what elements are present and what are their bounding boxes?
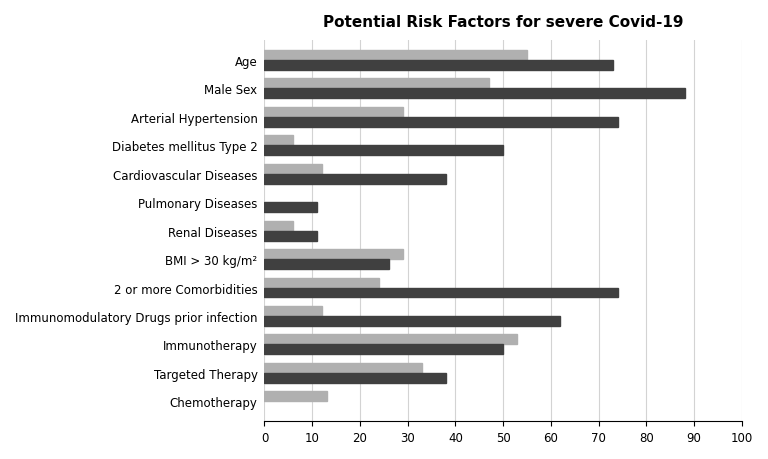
Title: Potential Risk Factors for severe Covid-19: Potential Risk Factors for severe Covid-… — [323, 15, 684, 30]
Bar — [264, 392, 326, 402]
Bar — [264, 306, 322, 316]
Bar — [264, 61, 613, 71]
Bar — [264, 250, 403, 259]
Bar — [264, 118, 617, 128]
Bar — [264, 221, 293, 231]
Bar — [264, 373, 446, 383]
Bar — [264, 203, 317, 213]
Bar — [264, 174, 446, 184]
Bar — [264, 136, 293, 146]
Bar — [264, 316, 561, 326]
Bar — [264, 107, 403, 118]
Bar — [264, 345, 503, 355]
Bar — [264, 363, 422, 373]
Bar — [264, 259, 389, 269]
Bar — [264, 335, 518, 345]
Bar — [264, 146, 503, 156]
Bar — [264, 51, 527, 61]
Bar — [264, 278, 379, 288]
Bar — [264, 79, 489, 89]
Bar — [264, 164, 322, 174]
Bar — [264, 89, 684, 99]
Bar — [264, 288, 617, 298]
Bar — [264, 231, 317, 241]
